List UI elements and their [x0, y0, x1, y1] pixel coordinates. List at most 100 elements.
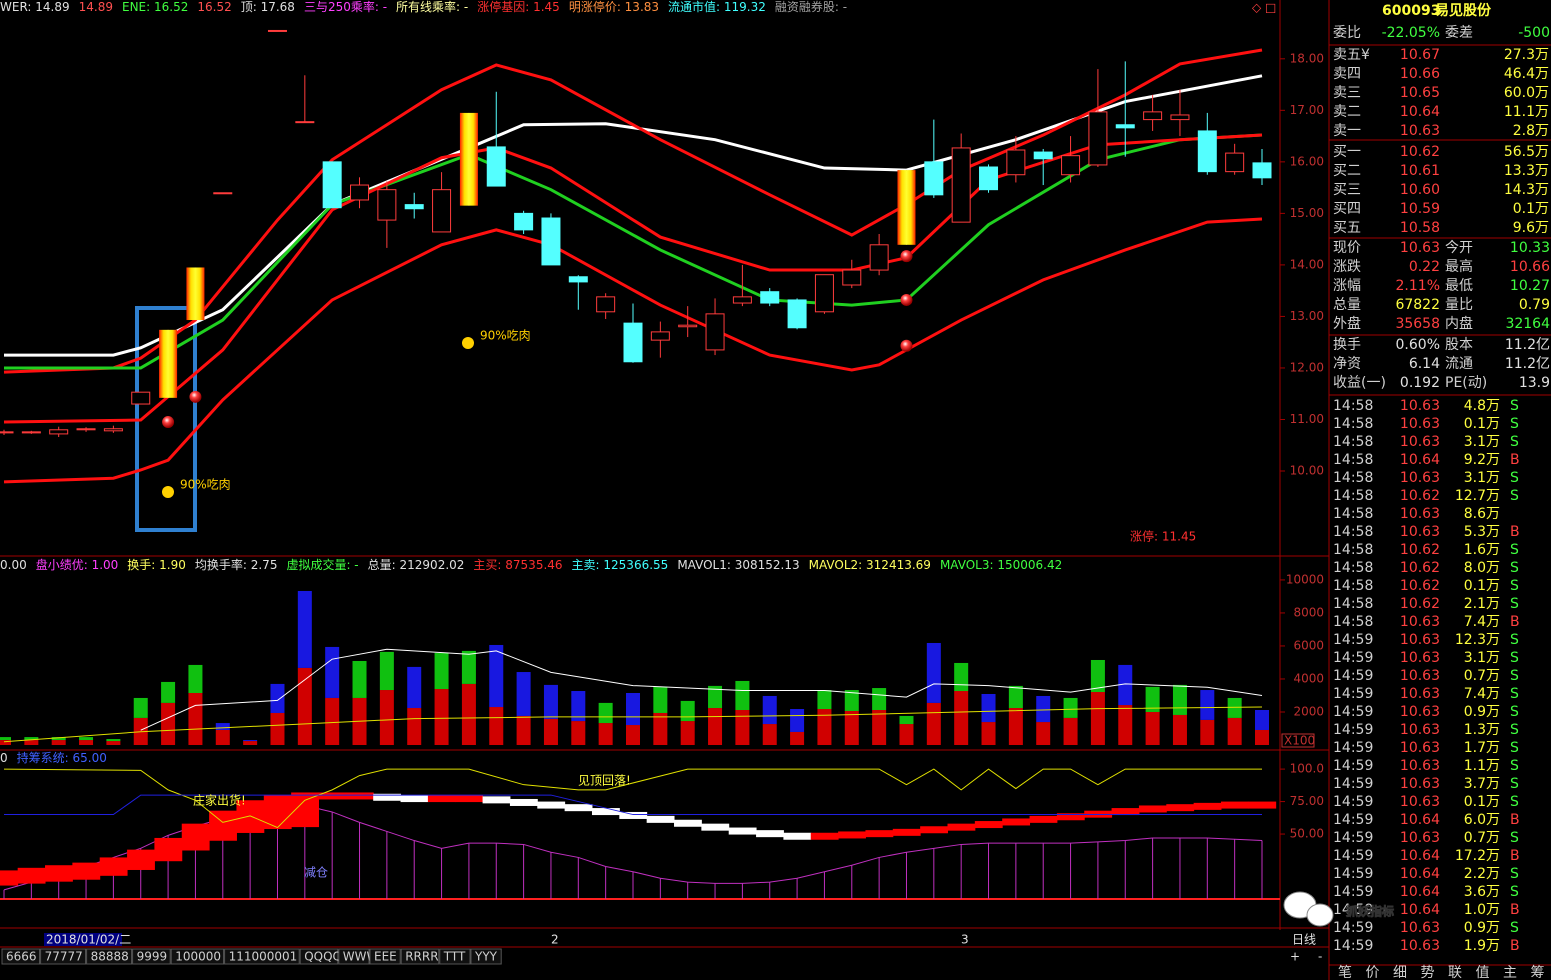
quote-cell: 67822 [1395, 297, 1440, 313]
tab-label[interactable]: 88888 [91, 950, 129, 964]
zoom-button[interactable]: - [1318, 950, 1322, 964]
indicator-header: 0 持筹系统: 65.00 [0, 751, 116, 765]
tab-label[interactable]: 6666 [6, 950, 37, 964]
quote-cell: 买五 [1333, 220, 1361, 236]
period[interactable]: 日线 [1292, 933, 1316, 947]
quote-cell: 0.22 [1409, 259, 1440, 275]
tab-label[interactable]: 77777 [45, 950, 83, 964]
date-label: 2 [551, 933, 559, 947]
side-tab[interactable]: 值 [1476, 965, 1490, 980]
volume-bar [762, 695, 777, 725]
watermark: 抓妖指标 [1346, 904, 1394, 919]
tick-volume: 1.6万 [1464, 542, 1500, 558]
quote-cell: 流通 [1445, 356, 1473, 372]
candle-body [760, 291, 780, 304]
volume-bar [598, 723, 613, 745]
yellow-line [3, 768, 1262, 829]
side-tab[interactable]: 筹 [1531, 964, 1545, 980]
tab-label[interactable]: EEE [374, 950, 397, 964]
tick-flag: S [1510, 920, 1519, 936]
tab[interactable] [470, 948, 502, 965]
side-tab[interactable]: 势 [1421, 965, 1435, 980]
tab-label[interactable]: RRRR [405, 950, 438, 964]
side-tab[interactable]: 价 [1366, 965, 1380, 980]
position-band [0, 870, 19, 886]
tick-flag: S [1510, 542, 1519, 558]
side-tab[interactable]: 笔 [1338, 965, 1352, 980]
header-item: 换手: 1.90 [127, 558, 186, 572]
position-band [45, 865, 73, 882]
volume-bar [981, 722, 996, 745]
volume-bar [51, 737, 66, 741]
volume-bar [954, 662, 969, 692]
corner-icon[interactable]: ◇ □ [1252, 1, 1276, 15]
tab-label[interactable]: 111000001 [229, 950, 298, 964]
y-tick-label: 10000 [1286, 572, 1324, 586]
tab[interactable] [299, 948, 339, 965]
tab[interactable] [40, 948, 87, 965]
header-item: 虚拟成交量: - [286, 558, 359, 572]
volume-bar [598, 702, 613, 724]
smiley [162, 486, 174, 498]
tick-volume: 3.6万 [1464, 884, 1500, 900]
volume-bar [626, 693, 640, 726]
tick-flag: S [1510, 758, 1519, 774]
header-item: 0 [0, 751, 8, 765]
tick-volume: 5.3万 [1464, 524, 1500, 540]
tab[interactable] [400, 948, 440, 965]
tick-flag: B [1510, 614, 1520, 630]
header-item: MAVOL2: 312413.69 [808, 558, 931, 572]
quote-cell: 13.3万 [1504, 163, 1549, 179]
quote-cell: 最高 [1445, 258, 1473, 275]
tick-time: 14:59 [1333, 740, 1373, 756]
side-tab[interactable]: 主 [1503, 965, 1517, 980]
tab[interactable] [224, 948, 300, 965]
tab-label[interactable]: QQQQ [304, 950, 342, 964]
tab-label[interactable]: TTT [443, 950, 466, 964]
side-tab[interactable]: 联 [1448, 965, 1462, 980]
candle-body [623, 322, 643, 363]
candle-body [186, 267, 205, 321]
quote-cell: 10.66 [1400, 66, 1440, 82]
tab[interactable] [1, 948, 41, 965]
tab[interactable] [132, 948, 171, 965]
volume-bar [79, 740, 94, 745]
tab-label[interactable]: YYY [474, 950, 498, 964]
tick-time: 14:58 [1333, 542, 1373, 558]
unit-box [1281, 733, 1315, 748]
tick-price: 10.64 [1400, 452, 1440, 468]
candle-body [1143, 111, 1163, 121]
header-item: 持筹系统: 65.00 [16, 751, 107, 765]
volume-bar [543, 718, 558, 745]
tick-time: 14:59 [1333, 848, 1373, 864]
y-tick-label: 14.00 [1290, 257, 1324, 271]
header-item: 主买: 87535.46 [473, 558, 563, 572]
volume-bar [790, 731, 805, 745]
tab[interactable] [170, 948, 225, 965]
tick-time: 14:58 [1333, 578, 1373, 594]
tab[interactable] [369, 948, 401, 965]
tab[interactable] [86, 948, 133, 965]
zoom-button[interactable]: + [1290, 950, 1300, 964]
tab-label[interactable]: 100000 [175, 950, 221, 964]
tick-volume: 12.3万 [1455, 632, 1500, 648]
quote-cell: 2.8万 [1513, 123, 1549, 139]
tab-label[interactable]: 9999 [137, 950, 168, 964]
tick-flag: S [1510, 704, 1519, 720]
tab[interactable] [439, 948, 471, 965]
side-tab[interactable]: 细 [1393, 965, 1407, 980]
tick-flag: S [1510, 686, 1519, 702]
quote-cell: 10.61 [1400, 163, 1440, 179]
header-item: 所有线乘率: - [396, 0, 469, 14]
quote-cell: 46.4万 [1504, 66, 1549, 82]
tick-volume: 6.0万 [1464, 812, 1500, 828]
quote-cell: 内盘 [1445, 315, 1473, 332]
tab[interactable] [338, 948, 370, 965]
candle-body [596, 296, 616, 313]
smiley [462, 337, 474, 349]
tick-volume: 1.0万 [1464, 902, 1500, 918]
y-tick-label: 50.00 [1290, 827, 1324, 841]
candle-body [787, 299, 807, 329]
quote-cell: 11.1万 [1504, 104, 1549, 120]
header-item: 三与250乘率: - [303, 0, 388, 14]
